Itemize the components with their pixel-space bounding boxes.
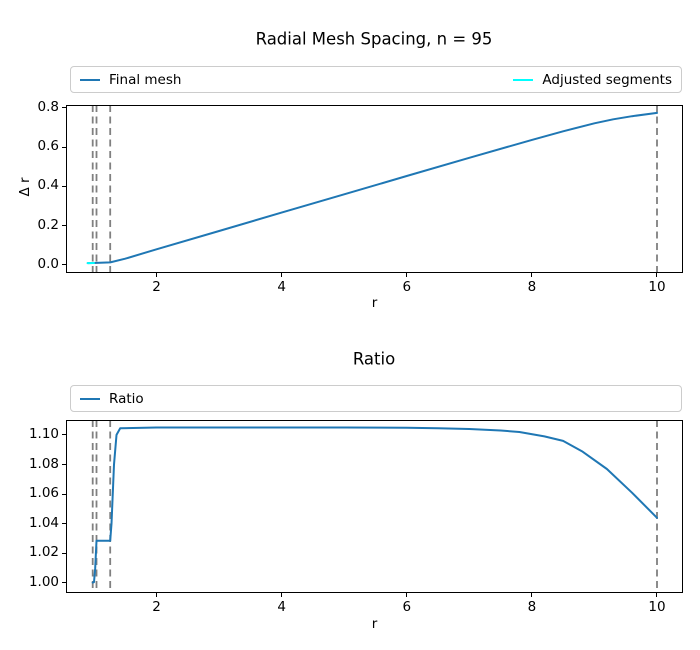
legend-entry: Ratio	[80, 391, 144, 407]
plot-area	[66, 420, 683, 593]
x-tick-mark	[406, 273, 408, 277]
y-tick-label: 0.2	[37, 216, 59, 233]
legend-label: Adjusted segments	[542, 71, 672, 88]
x-tick-label: 10	[648, 279, 666, 295]
x-tick-label: 6	[402, 279, 412, 295]
series-line-final-mesh	[86, 111, 658, 265]
y-tick-mark	[62, 464, 66, 466]
y-tick-label: 1.08	[28, 455, 59, 472]
x-tick-mark	[531, 273, 533, 277]
legend-entry: Final mesh	[80, 72, 181, 88]
y-tick-mark	[62, 434, 66, 436]
y-tick-mark	[62, 146, 66, 148]
y-tick-mark	[62, 107, 66, 109]
x-tick-mark	[406, 593, 408, 597]
legend-label: Ratio	[109, 390, 144, 407]
y-tick-label: 1.00	[28, 573, 59, 590]
legend-line-sample	[80, 397, 100, 400]
x-tick-label: 2	[152, 599, 161, 615]
y-tick-label: 0.8	[37, 98, 59, 115]
y-tick-label: 1.06	[28, 485, 59, 502]
x-tick-label: 8	[527, 279, 537, 295]
x-tick-mark	[281, 273, 283, 277]
y-tick-mark	[62, 185, 66, 187]
x-tick-mark	[656, 593, 658, 597]
axes-spines	[66, 105, 683, 273]
y-tick-mark	[62, 225, 66, 227]
chart-title: Ratio	[352, 349, 396, 369]
y-tick-mark	[62, 582, 66, 584]
plot-area	[66, 105, 683, 273]
legend-line-sample	[513, 78, 534, 81]
x-tick-label: 6	[402, 599, 412, 615]
series-line-ratio	[91, 426, 658, 584]
x-tick-mark	[156, 593, 158, 597]
legend-entry: Adjusted segments	[513, 72, 672, 88]
y-tick-label: 1.04	[28, 514, 59, 531]
x-tick-label: 4	[277, 599, 286, 615]
x-tick-label: 10	[648, 599, 666, 615]
legend-box: Final mesh Adjusted segments	[70, 66, 682, 93]
x-axis-label: r	[371, 295, 378, 311]
y-tick-label: 0.0	[37, 255, 59, 272]
y-tick-label: 1.10	[28, 425, 59, 442]
legend-box: Ratio	[70, 385, 682, 412]
axes-spines	[66, 420, 683, 593]
y-tick-label: 0.6	[37, 138, 59, 155]
y-tick-mark	[62, 493, 66, 495]
x-axis-label: r	[371, 616, 378, 632]
y-tick-mark	[62, 523, 66, 525]
x-tick-mark	[656, 273, 658, 277]
x-tick-mark	[531, 593, 533, 597]
y-tick-mark	[62, 552, 66, 554]
x-tick-label: 8	[527, 599, 537, 615]
plot-canvas	[66, 105, 683, 273]
x-tick-mark	[281, 593, 283, 597]
x-tick-label: 4	[277, 279, 286, 295]
legend-line-sample	[80, 78, 100, 81]
chart-title: Radial Mesh Spacing, n = 95	[255, 29, 493, 49]
y-tick-mark	[62, 264, 66, 266]
legend-label: Final mesh	[109, 71, 182, 88]
x-tick-label: 2	[152, 279, 161, 295]
plot-canvas	[66, 420, 683, 593]
y-tick-label: 1.02	[28, 544, 59, 561]
y-tick-label: 0.4	[37, 177, 59, 194]
x-tick-mark	[156, 273, 158, 277]
